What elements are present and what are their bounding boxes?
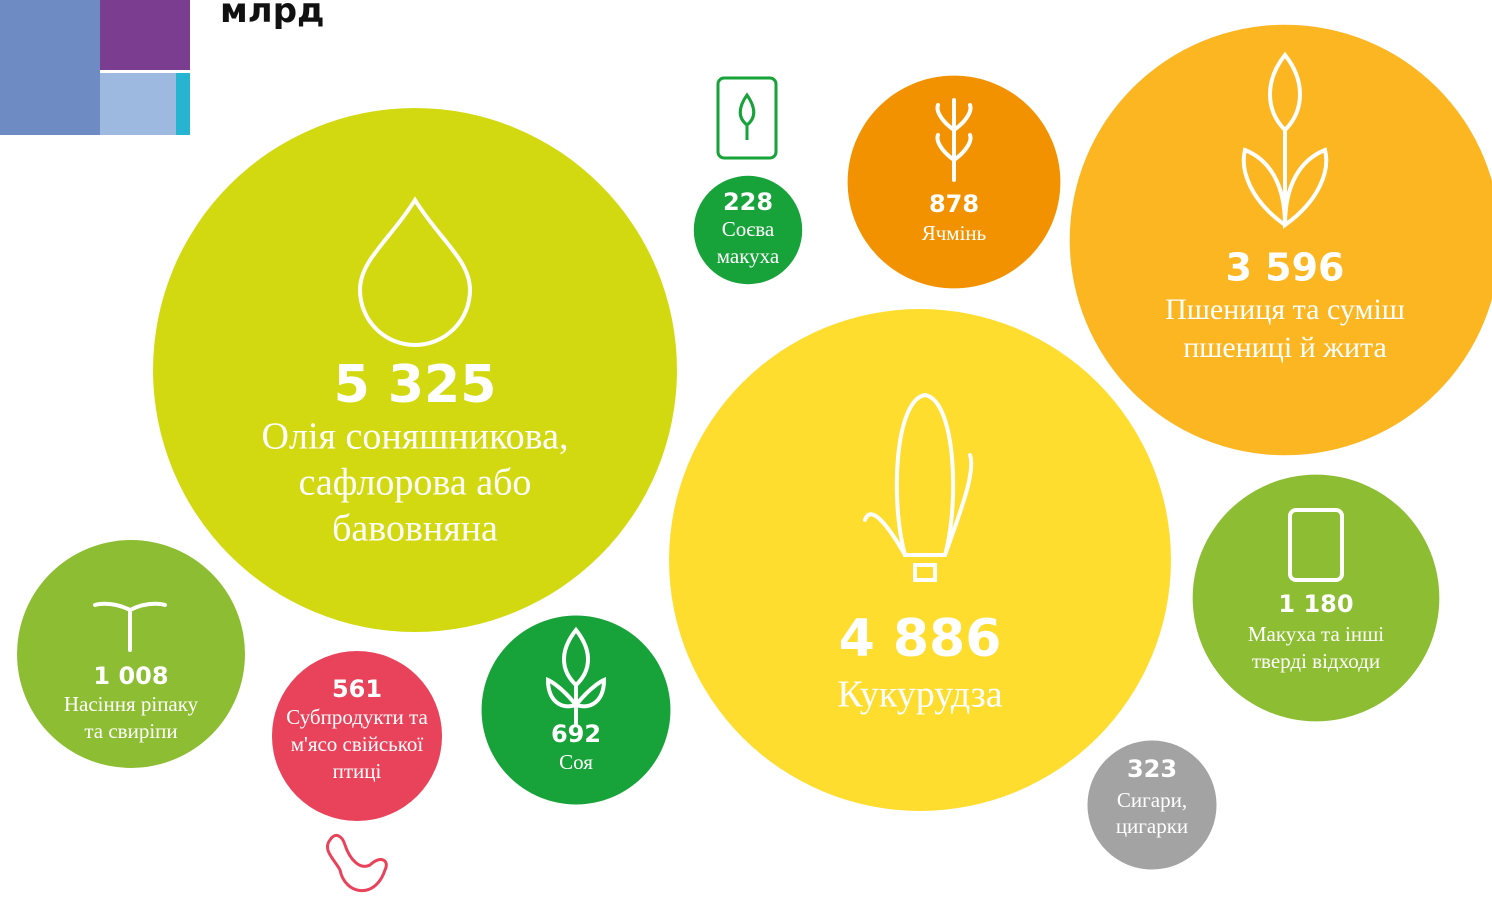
value-label: 561 xyxy=(332,675,382,703)
category-label: Пшениця та суміш xyxy=(1165,293,1405,326)
sprout-icon xyxy=(738,92,756,140)
bubble xyxy=(1192,474,1440,722)
category-label: Соєва xyxy=(722,217,775,241)
value-label: 1 008 xyxy=(93,662,168,690)
category-label: та свиріпи xyxy=(84,719,177,743)
wheat-icon xyxy=(1241,51,1329,229)
corn-icon xyxy=(863,392,974,582)
bubble xyxy=(1087,740,1217,870)
category-label: птиці xyxy=(333,759,382,783)
category-label: Субпродукти та xyxy=(286,705,428,729)
category-label: сафлорова або xyxy=(299,462,532,504)
drop-icon xyxy=(357,196,473,347)
category-label: цигарки xyxy=(1116,814,1188,838)
bubble xyxy=(693,175,803,285)
bubble xyxy=(1069,24,1492,456)
category-label: Кукурудза xyxy=(837,674,1002,716)
chicken-icon xyxy=(325,833,388,893)
decor-block xyxy=(100,0,190,70)
decor-block xyxy=(100,73,176,135)
value-label: 5 325 xyxy=(334,355,497,415)
chart-title: млрд xyxy=(220,0,325,31)
icons xyxy=(93,51,1344,727)
decor-block xyxy=(176,73,190,135)
value-label: 3 596 xyxy=(1226,246,1345,290)
decor-block xyxy=(0,0,100,135)
bubble xyxy=(17,540,245,768)
category-label: пшениці й жита xyxy=(1183,331,1387,364)
category-label: тверді відходи xyxy=(1252,649,1380,673)
value-label: 323 xyxy=(1127,755,1177,783)
category-label: Насіння ріпаку xyxy=(64,692,199,716)
category-label: Ячмінь xyxy=(922,221,987,245)
category-label: м'ясо свійської xyxy=(291,732,424,756)
sack-icon xyxy=(1288,508,1344,582)
category-label: бавовняна xyxy=(332,508,498,550)
bubble xyxy=(153,108,677,632)
category-label: Сигари, xyxy=(1117,788,1187,812)
category-label: Соя xyxy=(559,750,593,774)
icons xyxy=(716,76,778,160)
barley-icon xyxy=(935,98,973,182)
tree-icon xyxy=(93,601,167,652)
bubble xyxy=(271,650,443,822)
value-label: 1 180 xyxy=(1278,590,1353,618)
value-label: 4 886 xyxy=(839,609,1002,669)
category-label: Олія соняшникова, xyxy=(262,416,569,458)
sack-icon xyxy=(716,76,778,160)
bubble xyxy=(669,309,1171,811)
value-label: 878 xyxy=(929,190,979,218)
category-label: Макуха та інші xyxy=(1248,622,1384,646)
category-label: макуха xyxy=(717,244,780,268)
sprout-icon xyxy=(545,626,607,727)
value-label: 228 xyxy=(723,188,773,216)
